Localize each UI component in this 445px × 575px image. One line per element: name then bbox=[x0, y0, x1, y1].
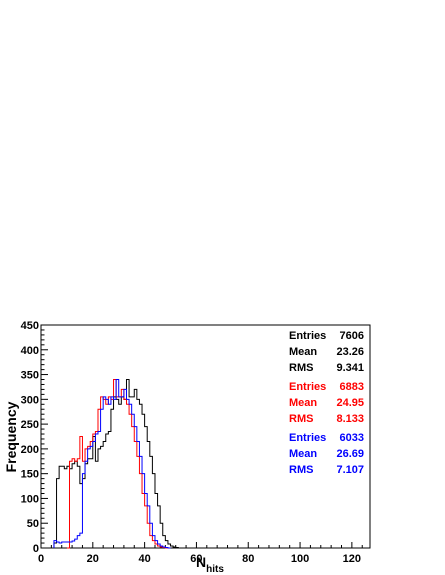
stat-value-rms: 9.341 bbox=[336, 362, 364, 374]
y-tick-label: 100 bbox=[21, 493, 39, 505]
x-tick-label: 60 bbox=[190, 553, 202, 565]
y-tick-label: 250 bbox=[21, 419, 39, 431]
y-axis-title: Frequency bbox=[3, 401, 19, 472]
stat-label-rms: RMS bbox=[289, 362, 313, 374]
x-axis-title: Nhits bbox=[196, 554, 224, 575]
histogram-series-blue bbox=[53, 379, 171, 549]
stat-label-rms: RMS bbox=[289, 413, 313, 425]
y-tick-label: 450 bbox=[21, 320, 39, 332]
x-tick-label: 120 bbox=[343, 553, 361, 565]
y-tick-label: 150 bbox=[21, 469, 39, 481]
stat-label-entries: Entries bbox=[289, 381, 326, 393]
stat-value-mean: 23.26 bbox=[336, 346, 364, 358]
y-tick-label: 400 bbox=[21, 345, 39, 357]
stats-boxes: Entries 7606 Mean 23.26 RMS 9.341 Entries 6883 M… bbox=[289, 330, 364, 476]
y-tick-label: 300 bbox=[21, 394, 39, 406]
stat-label-entries: Entries bbox=[289, 330, 326, 342]
stats-box-black: Entries 7606 Mean 23.26 RMS 9.341 bbox=[289, 330, 364, 374]
stat-value-rms: 7.107 bbox=[336, 464, 364, 476]
stat-value-entries: 7606 bbox=[340, 330, 364, 342]
stat-label-mean: Mean bbox=[289, 397, 317, 409]
histogram-series bbox=[53, 379, 187, 549]
stat-label-entries: Entries bbox=[289, 432, 326, 444]
y-tick-label: 350 bbox=[21, 370, 39, 382]
x-tick-label: 0 bbox=[38, 553, 44, 565]
stat-value-rms: 8.133 bbox=[336, 413, 364, 425]
x-tick-label: 100 bbox=[291, 553, 309, 565]
stat-label-mean: Mean bbox=[289, 346, 317, 358]
y-tick-label: 200 bbox=[21, 444, 39, 456]
stat-value-entries: 6033 bbox=[340, 432, 364, 444]
y-tick-label: 50 bbox=[27, 518, 39, 530]
x-axis-title-subscript: hits bbox=[206, 564, 224, 575]
stat-value-mean: 26.69 bbox=[336, 448, 364, 460]
stat-label-mean: Mean bbox=[289, 448, 317, 460]
stat-value-entries: 6883 bbox=[340, 381, 364, 393]
x-tick-label: 40 bbox=[138, 553, 150, 565]
stats-box-red: Entries 6883 Mean 24.95 RMS 8.133 bbox=[289, 381, 364, 425]
stat-label-rms: RMS bbox=[289, 464, 313, 476]
x-axis-title-main: N bbox=[196, 554, 206, 570]
stat-value-mean: 24.95 bbox=[336, 397, 364, 409]
x-tick-label: 20 bbox=[87, 553, 99, 565]
y-tick-label: 0 bbox=[33, 543, 39, 555]
stats-box-blue: Entries 6033 Mean 26.69 RMS 7.107 bbox=[289, 432, 364, 476]
axis-ticks: 0 20 40 60 80 100 120 0 50 100 150 200 250 300 350 400 4… bbox=[21, 320, 363, 565]
x-tick-label: 80 bbox=[242, 553, 254, 565]
